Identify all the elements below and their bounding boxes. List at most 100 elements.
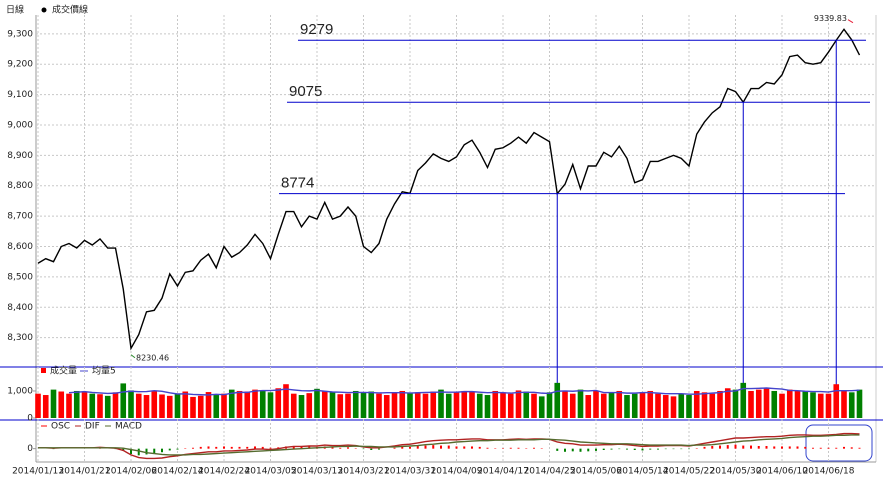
x-tick-label: 2014/06/18	[803, 467, 855, 477]
osc-bar	[199, 446, 202, 449]
volume-bar	[670, 396, 677, 418]
volume-bar	[709, 393, 716, 418]
high-label: 9339.83	[814, 14, 847, 23]
osc-bar	[153, 448, 156, 454]
osc-bar	[440, 445, 442, 449]
y-tick-label: 8,600	[7, 242, 33, 252]
volume-bar	[461, 390, 468, 418]
osc-bar	[757, 446, 760, 449]
volume-bar	[81, 392, 88, 418]
osc-bar	[509, 447, 512, 449]
legend-label: 成交量	[50, 365, 77, 377]
osc-bar	[564, 448, 566, 452]
volume-bar	[345, 393, 351, 418]
volume-bar	[717, 390, 723, 418]
volume-bar	[507, 393, 514, 418]
volume-bar	[802, 390, 809, 418]
volume-bar	[631, 393, 638, 418]
y-tick-label: 8,500	[7, 272, 33, 282]
osc-bar	[269, 447, 272, 449]
osc-bar	[533, 447, 535, 449]
volume-bar	[562, 390, 568, 418]
y-tick-label: 8,900	[7, 151, 33, 161]
osc-bar	[192, 447, 194, 449]
osc-bar	[781, 446, 783, 449]
volume-bar	[724, 388, 731, 418]
volume-bar	[794, 390, 801, 418]
legend-dot	[41, 7, 47, 13]
osc-bar	[587, 448, 590, 452]
volume-bar	[515, 390, 522, 418]
volume-bar	[810, 392, 816, 418]
osc-bar	[331, 447, 334, 449]
volume-bar	[97, 394, 103, 418]
osc-bar	[657, 448, 659, 450]
y-tick-label: 9,300	[7, 29, 33, 39]
osc-bar	[641, 448, 644, 451]
osc-bar	[750, 445, 752, 449]
volume-bar	[321, 390, 328, 418]
osc-bar	[401, 446, 404, 449]
y-tick-label: 0	[27, 414, 33, 424]
osc-bar	[726, 445, 729, 449]
osc-bar	[254, 446, 256, 449]
y-tick-label: 0	[27, 444, 33, 454]
osc-bar	[843, 446, 845, 449]
legend-label: MACD	[115, 422, 142, 432]
volume-bar	[779, 393, 785, 418]
volume-bar	[608, 392, 615, 418]
osc-bar	[393, 447, 396, 449]
volume-bar	[221, 393, 227, 418]
highlight-box	[805, 424, 873, 462]
osc-bar	[765, 446, 768, 449]
volume-bar	[786, 389, 793, 418]
low-label: 8230.46	[136, 353, 169, 362]
volume-bar	[66, 393, 72, 418]
volume-bar	[407, 393, 413, 418]
osc-bar	[649, 448, 652, 450]
volume-bar	[120, 383, 127, 418]
volume-ma-line	[68, 387, 860, 396]
x-tick-label: 2014/02/14	[152, 467, 204, 477]
osc-bar	[819, 447, 822, 449]
volume-bar	[306, 393, 313, 418]
osc-bar	[471, 446, 473, 449]
osc-bar	[602, 448, 605, 450]
osc-bar	[130, 448, 132, 454]
osc-bar	[161, 448, 163, 453]
volume-bar	[422, 393, 429, 418]
volume-bar	[693, 390, 700, 418]
price-line	[37, 28, 861, 351]
legend-swatch	[41, 368, 46, 373]
osc-bar	[207, 446, 210, 449]
volume-bar	[352, 390, 359, 418]
osc-bar	[145, 448, 148, 455]
osc-bar	[719, 445, 721, 449]
volume-bar	[639, 392, 646, 418]
osc-bar	[556, 448, 559, 451]
volume-bar	[399, 390, 406, 418]
volume-bar	[701, 392, 708, 418]
volume-bar	[763, 388, 770, 418]
osc-bar	[610, 448, 613, 450]
volume-bar	[848, 392, 855, 418]
volume-bar	[817, 393, 824, 418]
legend-label: DIF	[85, 422, 100, 432]
y-tick-label: 8,300	[7, 333, 33, 343]
osc-bar	[633, 448, 636, 450]
osc-bar	[300, 446, 303, 449]
volume-bar	[252, 389, 258, 418]
legend-label: 成交價線	[52, 4, 88, 16]
volume-bar	[391, 392, 398, 418]
low-marker	[130, 354, 136, 359]
x-tick-label: 2014/05/14	[617, 467, 669, 477]
volume-bar	[244, 391, 251, 418]
volume-bar	[368, 391, 375, 418]
volume-bar	[600, 393, 607, 418]
volume-bar	[569, 393, 576, 418]
osc-bar	[827, 447, 830, 449]
osc-bar	[230, 446, 233, 449]
volume-bar	[314, 388, 320, 418]
